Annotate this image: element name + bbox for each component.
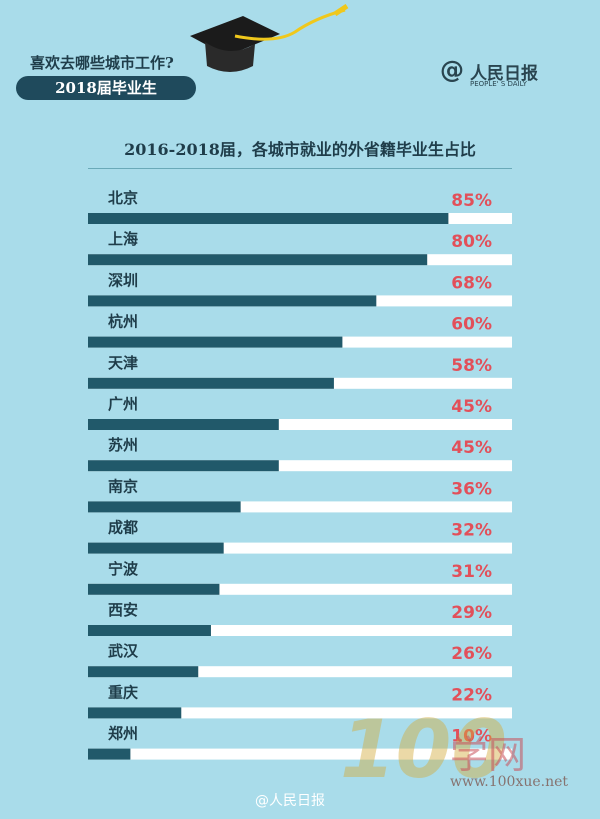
bar-label: 重庆 — [108, 683, 138, 701]
bar-value-label: 32% — [451, 521, 492, 541]
bar-track — [88, 666, 512, 678]
bar-value-label: 26% — [451, 644, 492, 664]
bar — [88, 254, 428, 266]
bar-value-label: 60% — [451, 315, 492, 335]
bar-value-label: 22% — [451, 685, 492, 705]
bar — [88, 748, 131, 760]
bar-value-label: 45% — [451, 438, 492, 458]
bar-track — [88, 542, 512, 554]
title-divider — [88, 168, 512, 169]
bar-label: 杭州 — [108, 313, 138, 331]
header-title: 喜欢去哪些城市工作? — [30, 54, 174, 72]
bar — [88, 501, 241, 513]
bar-value-label: 85% — [451, 191, 492, 211]
bar-track — [88, 583, 512, 595]
logo-at-symbol: @ — [440, 56, 464, 84]
bar-track — [88, 460, 512, 472]
bar-label: 广州 — [108, 395, 138, 413]
watermark-url: www.100xue.net — [450, 774, 569, 790]
bar-label: 深圳 — [108, 271, 138, 289]
bar-value-label: 29% — [451, 603, 492, 623]
bar — [88, 460, 279, 472]
bar-track — [88, 625, 512, 636]
bar-value-label: 36% — [451, 479, 492, 499]
bar-label: 成都 — [108, 519, 138, 537]
bar-track — [88, 748, 512, 760]
bar — [88, 583, 220, 595]
bar-value-label: 68% — [451, 273, 492, 293]
bar — [88, 213, 449, 224]
logo-subtitle: PEOPLE' S DAILY — [470, 80, 527, 88]
bar-value-label: 45% — [451, 397, 492, 417]
bar-label: 武汉 — [108, 642, 139, 660]
bar — [88, 419, 279, 430]
logo-name: 人民日报 — [470, 64, 538, 84]
bar — [88, 377, 334, 389]
bar-value-label: 31% — [451, 562, 492, 582]
bar-label: 天津 — [108, 354, 138, 372]
bar-label: 宁波 — [108, 560, 139, 578]
bar — [88, 295, 377, 307]
bar — [88, 625, 211, 636]
bar-label: 西安 — [108, 601, 138, 619]
graduation-cap-icon — [190, 4, 349, 72]
bar-track — [88, 707, 512, 719]
bar-label: 苏州 — [108, 436, 138, 454]
bar-label: 南京 — [108, 477, 138, 495]
weibo-handle: @人民日报 — [255, 793, 325, 809]
bar-value-label: 10% — [451, 727, 492, 747]
bar-track — [88, 501, 512, 513]
bar-label: 郑州 — [108, 725, 138, 743]
bar — [88, 542, 224, 554]
year-pill: 2018届毕业生 — [16, 76, 196, 100]
bar — [88, 336, 343, 348]
bar-label: 上海 — [108, 230, 138, 248]
watermark-number: 100 — [340, 703, 507, 796]
bar-value-label: 80% — [451, 232, 492, 252]
bar — [88, 707, 182, 719]
bar — [88, 666, 199, 678]
bar-track — [88, 419, 512, 430]
bar-label: 北京 — [108, 189, 138, 207]
bar-value-label: 58% — [451, 356, 492, 376]
chart-title: 2016-2018届，各城市就业的外省籍毕业生占比 — [124, 140, 476, 159]
watermark-text: 学网 — [450, 733, 527, 777]
